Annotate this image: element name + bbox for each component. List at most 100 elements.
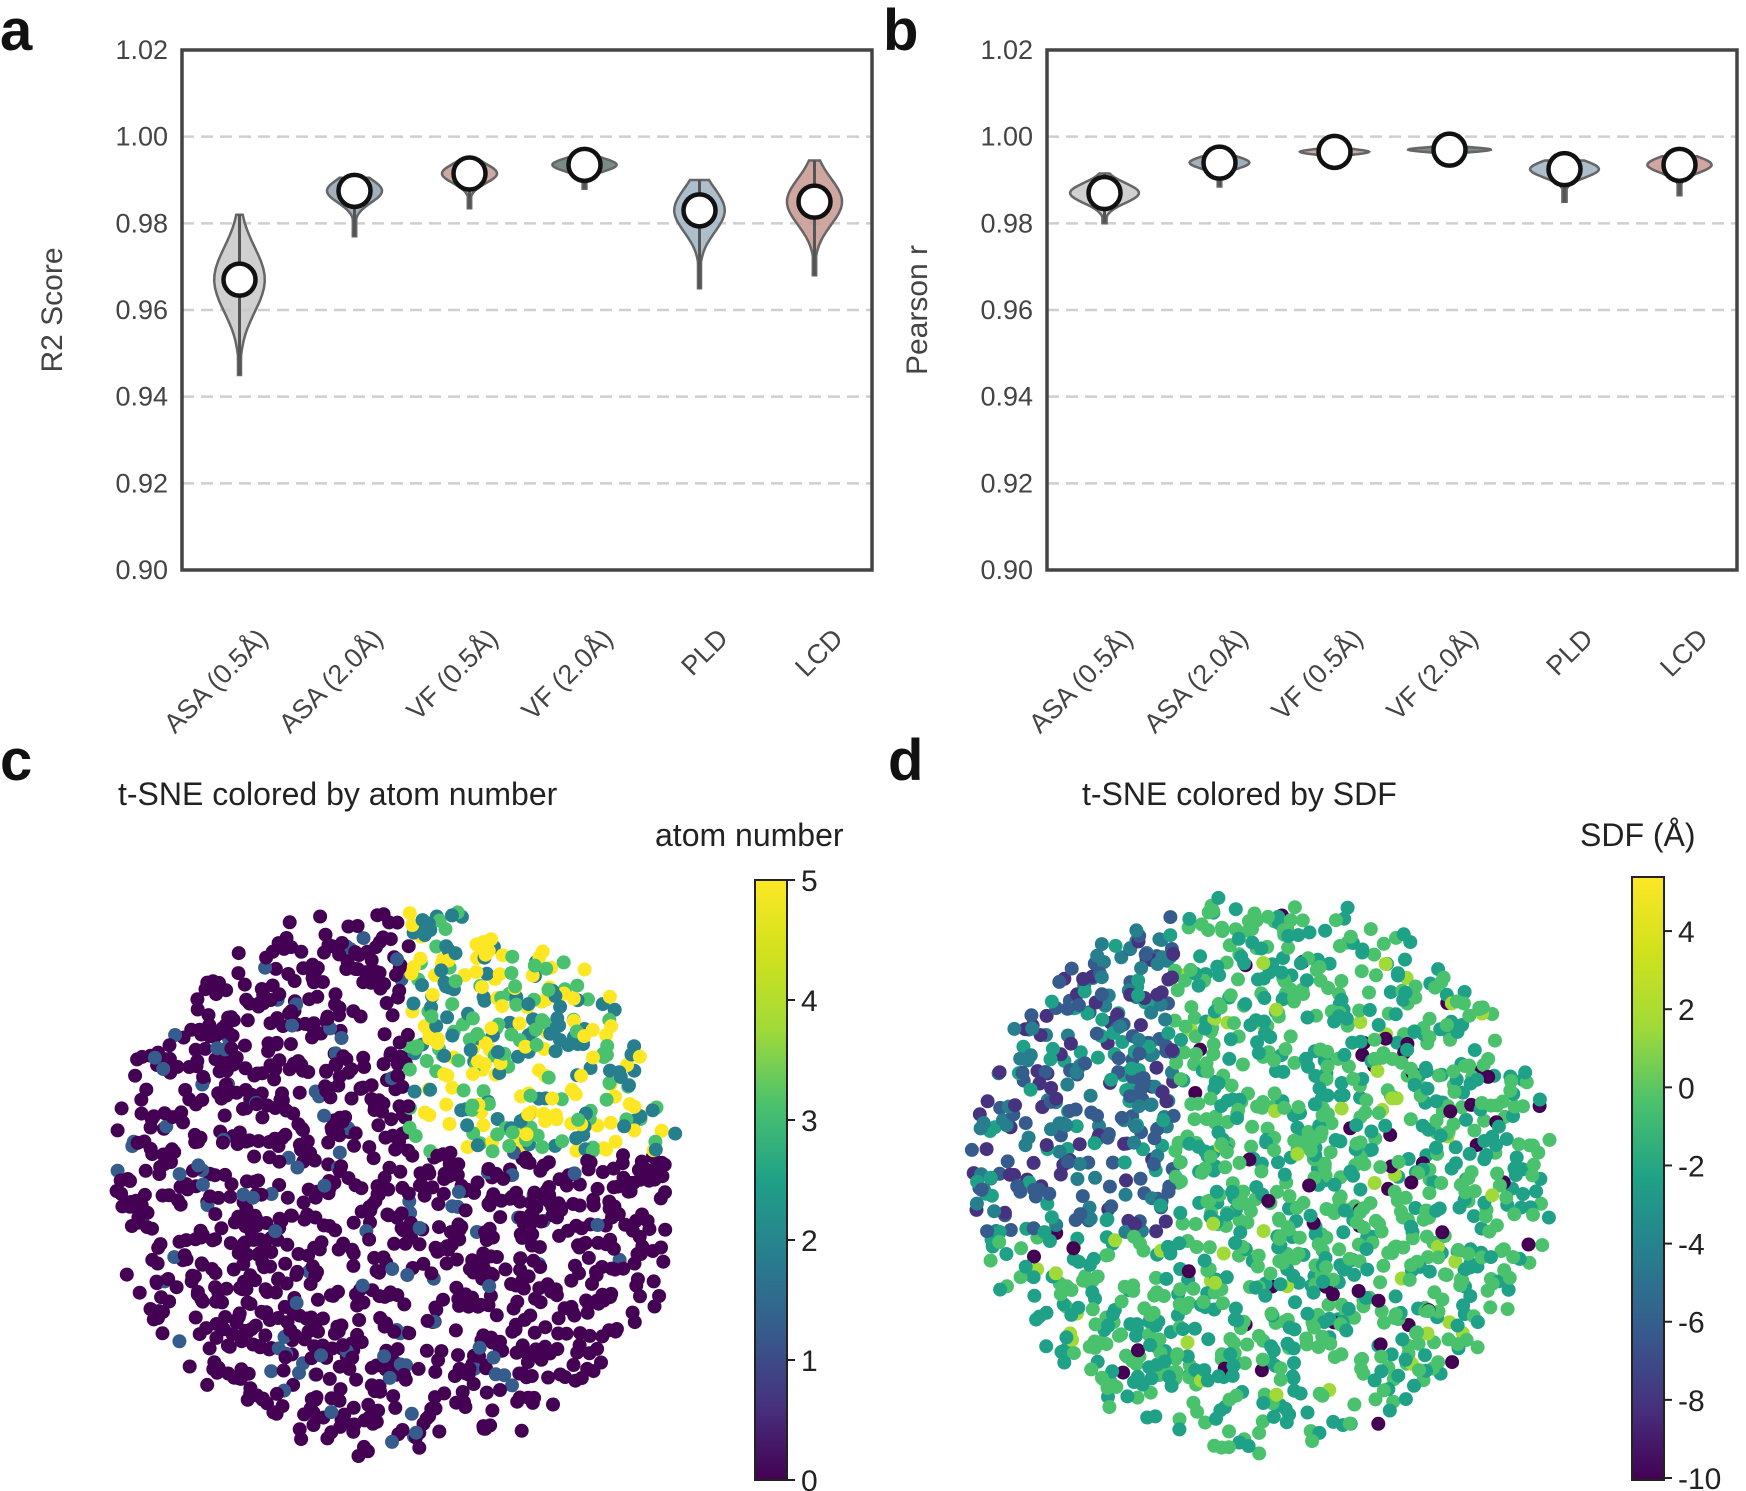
scatter-point	[387, 1236, 402, 1251]
scatter-point	[308, 1392, 323, 1407]
scatter-point	[110, 1123, 125, 1138]
scatter-point	[1218, 1160, 1233, 1175]
scatter-point	[545, 1208, 560, 1223]
y-tick-label: 0.90	[980, 555, 1033, 585]
scatter-point	[190, 992, 205, 1007]
scatter-point	[1238, 997, 1253, 1012]
scatter-point	[445, 1080, 460, 1095]
scatter-point	[1159, 1271, 1174, 1286]
scatter-point	[505, 1324, 520, 1339]
scatter-point	[231, 966, 246, 981]
scatter-point	[1209, 1184, 1224, 1199]
scatter-point	[583, 1061, 598, 1075]
scatter-point	[1334, 1347, 1349, 1362]
scatter-point	[974, 1182, 989, 1197]
scatter-point	[1134, 961, 1149, 976]
scatter-point	[417, 1188, 432, 1203]
scatter-point	[530, 1128, 545, 1143]
median-marker	[566, 146, 603, 184]
scatter-point	[1226, 1358, 1241, 1373]
scatter-point	[390, 1068, 405, 1083]
scatter-point	[1408, 979, 1423, 994]
scatter-point	[1351, 1284, 1366, 1298]
scatter-point	[510, 1049, 525, 1064]
scatter-point	[285, 1007, 300, 1021]
scatter-point	[1071, 998, 1086, 1013]
scatter-point	[456, 1083, 471, 1098]
scatter-point	[139, 1082, 154, 1097]
scatter-point	[1276, 1064, 1291, 1079]
scatter-point	[364, 975, 378, 990]
scatter-point	[1111, 1051, 1126, 1066]
scatter-point	[551, 1196, 566, 1211]
scatter-point	[278, 1256, 293, 1271]
scatter-point	[552, 1172, 567, 1187]
scatter-point	[1467, 1043, 1482, 1058]
median-marker	[1661, 146, 1698, 184]
scatter-point	[1206, 1037, 1221, 1052]
scatter-point	[1180, 1335, 1195, 1350]
scatter-point	[147, 1050, 162, 1065]
scatter-point	[1542, 1132, 1557, 1147]
scatter-point	[625, 1305, 640, 1320]
scatter-point	[428, 1390, 442, 1405]
scatter-point	[445, 997, 460, 1012]
scatter-point	[301, 1065, 316, 1079]
scatter-point	[1499, 1132, 1514, 1147]
scatter-point	[481, 1298, 496, 1313]
scatter-point	[1429, 1141, 1444, 1155]
scatter-point	[289, 1267, 304, 1282]
scatter-point	[1511, 1137, 1526, 1152]
scatter-point	[648, 1142, 663, 1157]
scatter-point	[1311, 1340, 1326, 1354]
scatter-point	[1378, 957, 1393, 971]
scatter-point	[1104, 1199, 1119, 1214]
scatter-point	[1084, 1362, 1099, 1377]
colorbar-c	[754, 879, 788, 1481]
colorbar-tick-label: -4	[1678, 1229, 1705, 1262]
scatter-point	[317, 1178, 332, 1193]
scatter-point	[196, 1070, 211, 1084]
scatter-point	[527, 958, 542, 973]
scatter-point	[574, 1068, 589, 1083]
scatter-point	[451, 1184, 466, 1199]
scatter-point	[355, 1278, 370, 1293]
scatter-point	[608, 1134, 623, 1149]
scatter-point	[434, 1344, 449, 1359]
scatter-point	[1419, 1229, 1434, 1244]
y-tick-label: 0.98	[980, 208, 1033, 238]
scatter-point	[1225, 1185, 1240, 1199]
scatter-point	[979, 1142, 994, 1157]
scatter-point	[162, 1188, 176, 1203]
scatter-point	[538, 1320, 553, 1335]
scatter-point	[996, 1113, 1010, 1128]
scatter-point	[1378, 1031, 1393, 1046]
scatter-point	[1306, 1133, 1320, 1148]
scatter-point	[1421, 1304, 1436, 1319]
scatter-point	[1162, 1369, 1177, 1384]
scatter-point	[596, 1050, 611, 1064]
scatter-point	[1060, 1001, 1075, 1016]
scatter-point	[528, 1291, 543, 1306]
scatter-point	[1277, 1100, 1292, 1115]
scatter-point	[481, 943, 496, 958]
scatter-point	[424, 1009, 439, 1024]
scatter-point	[1208, 1109, 1223, 1124]
scatter-point	[1255, 1414, 1270, 1429]
scatter-point	[653, 1191, 668, 1206]
scatter-point	[276, 1363, 291, 1378]
scatter-point	[190, 1002, 205, 1017]
scatter-point	[1404, 1258, 1419, 1273]
scatter-point	[1026, 1155, 1041, 1170]
scatter-point	[496, 1171, 511, 1186]
panel-label-a: a	[0, 0, 33, 63]
scatter-point	[202, 1017, 217, 1032]
scatter-point	[1188, 1217, 1203, 1231]
scatter-point	[1256, 956, 1271, 970]
scatter-point	[604, 1286, 619, 1301]
scatter-point	[451, 1053, 466, 1068]
scatter-point	[143, 1302, 158, 1316]
scatter-point	[1417, 1348, 1432, 1363]
scatter-point	[1090, 1050, 1105, 1065]
scatter-point	[1244, 1139, 1259, 1154]
